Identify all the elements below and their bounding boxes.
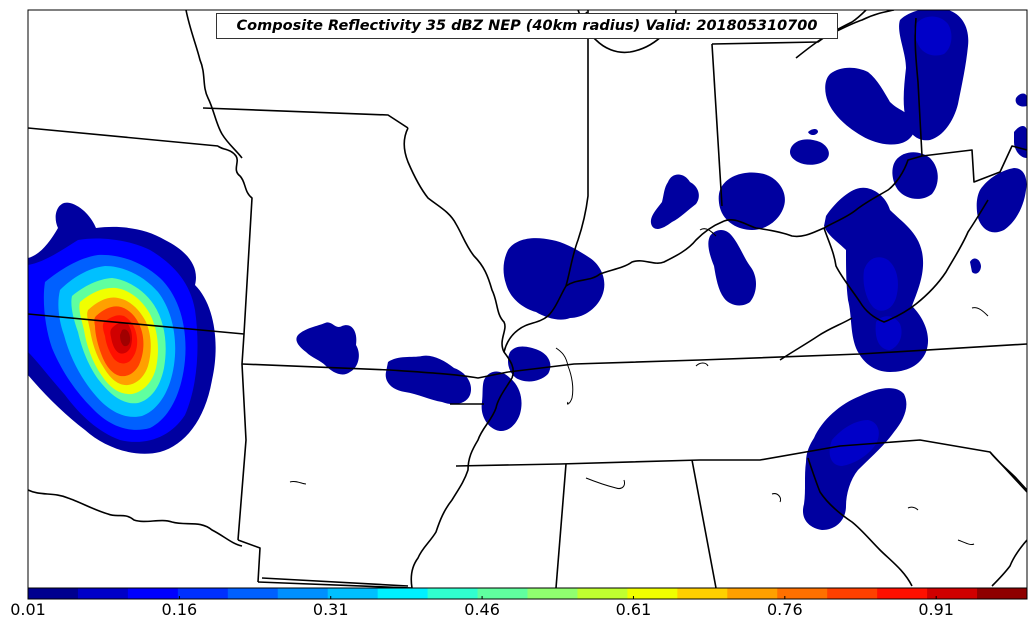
colorbar-segment	[427, 588, 479, 599]
storm-cell	[1014, 126, 1027, 158]
colorbar-segment	[977, 588, 1028, 599]
storm-cell	[976, 168, 1027, 233]
colorbar-segment	[927, 588, 978, 599]
storm-cell	[508, 346, 551, 382]
storm-core	[913, 16, 952, 56]
colorbar-segment	[377, 588, 429, 599]
storm-cell	[899, 10, 969, 141]
storm-cell	[970, 258, 981, 274]
appalachian-storm-band	[824, 187, 929, 372]
colorbar-frame	[27, 587, 1028, 600]
colorbar-tick-label: 0.46	[464, 600, 500, 619]
kansas-storm-cluster	[28, 202, 216, 454]
colorbar-segment	[727, 588, 778, 599]
storm-cell	[650, 174, 699, 229]
colorbar-segment	[177, 588, 229, 599]
probability-field	[28, 10, 1027, 530]
colorbar-segment	[327, 588, 379, 599]
colorbar-tick-label: 0.31	[312, 600, 349, 619]
colorbar-segment	[477, 588, 528, 599]
colorbar-tick-label: 0.61	[615, 600, 652, 619]
colorbar-segment	[227, 588, 279, 599]
state-boundaries	[28, 10, 1027, 588]
colorbar-segment	[777, 588, 828, 599]
colorbar-segment	[77, 588, 129, 599]
colorbar-segment	[577, 588, 628, 599]
water-features	[289, 228, 989, 545]
colorbar-segment	[877, 588, 928, 599]
storm-cell	[296, 322, 359, 375]
colorbar-tick-label: 0.91	[918, 600, 954, 619]
storm-cell	[718, 172, 785, 230]
southeast-storm-band	[802, 388, 907, 530]
map-title: Composite Reflectivity 35 dBZ NEP (40km …	[216, 13, 838, 39]
colorbar-segment	[527, 588, 578, 599]
colorbar-segment	[277, 588, 329, 599]
storm-cell	[825, 67, 916, 145]
storm-cell	[708, 230, 756, 306]
storm-cell	[790, 139, 829, 165]
colorbar-segment	[677, 588, 728, 599]
colorbar-segment	[827, 588, 878, 599]
colorbar-segment	[127, 588, 179, 599]
storm-cell	[503, 238, 605, 320]
storm-cell	[892, 152, 938, 199]
storm-cell	[1015, 93, 1027, 107]
colorbar-tick-label: 0.16	[161, 600, 198, 619]
colorbar-segment	[627, 588, 678, 599]
colorbar	[27, 588, 1028, 599]
colorbar-tick-label: 0.76	[767, 600, 803, 619]
storm-cell	[385, 355, 472, 405]
storm-cell	[808, 129, 818, 135]
colorbar-tick-label: 0.01	[10, 600, 46, 619]
colorbar-segment	[28, 588, 79, 599]
